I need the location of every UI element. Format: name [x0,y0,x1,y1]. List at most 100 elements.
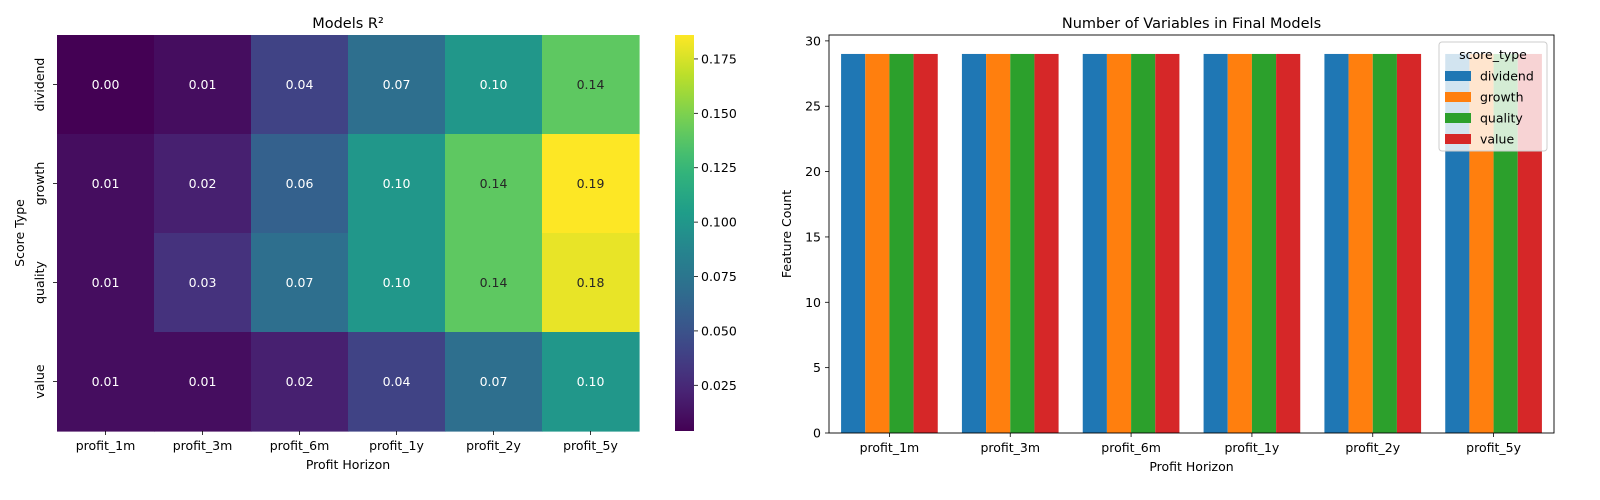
heatmap-cell [348,134,446,234]
heatmap-cell [57,332,155,432]
heatmap-cell-label: 0.06 [286,176,314,191]
bar-y-tick-label: 25 [805,99,821,114]
legend-title: score_type [1459,47,1527,62]
colorbar-tick-label: 0.150 [701,106,737,121]
colorbar-tick-label: 0.075 [701,269,737,284]
bar-x-tick-label: profit_3m [980,440,1040,455]
colorbar-tick-label: 0.025 [701,378,737,393]
bar-y-tick-label: 30 [805,33,821,48]
legend-label-dividend: dividend [1480,69,1534,84]
bar-value [1155,53,1180,433]
heatmap-cell [445,233,543,333]
heatmap-x-tick-label: profit_1m [76,438,136,453]
heatmap-cell [57,35,155,135]
heatmap-cell-label: 0.03 [189,275,217,290]
legend-swatch-dividend [1445,71,1471,81]
bar-y-axis-label: Feature Count [779,190,794,278]
bar-x-tick-label: profit_2y [1345,440,1400,455]
bar-plot-frame [828,34,1555,434]
bar-quality [1251,53,1277,433]
bar-value [913,53,938,433]
heatmap-cell [445,134,543,234]
heatmap-y-tick-label: quality [32,261,47,304]
heatmap-cell-label: 0.01 [189,374,217,389]
bar-chart-title: Number of Variables in Final Models [1062,16,1321,32]
heatmap-cell [251,233,349,333]
colorbar-tick-label: 0.050 [701,323,737,338]
heatmap-x-tick-label: profit_5y [563,438,618,453]
heatmap-cell-label: 0.01 [92,275,120,290]
heatmap-cell-label: 0.07 [286,275,314,290]
bar-x-axis-label: Profit Horizon [1149,459,1233,474]
heatmap-cell [348,233,446,333]
bar-dividend [1082,53,1107,433]
legend-swatch-quality [1445,113,1471,123]
heatmap-y-tick-label: growth [32,162,47,206]
heatmap-cell [542,35,640,135]
colorbar-tick-label: 0.125 [701,160,737,175]
heatmap-cell [57,134,155,234]
bar-x-tick-label: profit_1y [1225,440,1280,455]
heatmap-cell [251,134,349,234]
bar-dividend [961,53,987,433]
legend-box [1438,41,1548,152]
bar-x-tick-label: profit_6m [1101,440,1161,455]
heatmap-cell-label: 0.04 [383,374,411,389]
heatmap-cell [154,233,252,333]
heatmap-x-tick-label: profit_6m [270,438,330,453]
legend-label-value: value [1480,132,1514,147]
bar-x-tick-label: profit_5y [1466,440,1521,455]
heatmap-cell [57,233,155,333]
heatmap-cell-label: 0.10 [383,275,411,290]
heatmap-cell-label: 0.10 [577,374,605,389]
bar-dividend [1324,53,1349,433]
colorbar-tick-label: 0.175 [701,51,737,66]
bar-y-tick-label: 0 [813,426,821,441]
heatmap-cell-label: 0.10 [383,176,411,191]
heatmap-x-tick-label: profit_2y [466,438,521,453]
heatmap-cell [542,233,640,333]
heatmap-cell [348,332,446,432]
heatmap-title: Models R² [312,16,384,32]
heatmap-x-tick-label: profit_1y [369,438,424,453]
colorbar [675,35,694,431]
heatmap-cell [154,332,252,432]
legend-label-growth: growth [1480,90,1524,105]
bar-growth [986,53,1011,433]
heatmap-cell [445,332,543,432]
bar-quality [1131,53,1156,433]
heatmap-cell-label: 0.01 [189,77,217,92]
bar-growth [865,53,890,433]
bar-value [1034,53,1059,433]
bar-y-tick-label: 10 [805,295,821,310]
bar-growth [1227,53,1252,433]
heatmap-cell-label: 0.14 [577,77,605,92]
heatmap-cell [251,332,349,432]
legend-swatch-growth [1445,92,1471,102]
heatmap-cell [154,134,252,234]
bar-dividend [841,53,866,433]
bar-value [1276,53,1301,433]
colorbar-tick-label: 0.100 [701,215,737,230]
heatmap-cell [348,35,446,135]
heatmap-cell-label: 0.00 [92,77,120,92]
bar-quality [1372,53,1397,433]
heatmap-cell-label: 0.07 [383,77,411,92]
legend-label-quality: quality [1480,111,1523,126]
bar-y-tick-label: 20 [805,164,821,179]
bar-quality [889,53,914,433]
heatmap-cell-label: 0.01 [92,374,120,389]
bar-y-tick-label: 5 [813,360,821,375]
heatmap-cell-label: 0.02 [189,176,217,191]
heatmap-x-tick-label: profit_3m [173,438,233,453]
bar-x-tick-label: profit_1m [860,440,920,455]
heatmap-cell-label: 0.19 [577,176,605,191]
heatmap-cell [542,134,640,234]
legend-swatch-value [1445,134,1471,144]
heatmap-cell-label: 0.10 [480,77,508,92]
heatmap-cell-label: 0.14 [480,275,508,290]
bar-dividend [1203,53,1228,433]
heatmap-cell-label: 0.18 [577,275,605,290]
